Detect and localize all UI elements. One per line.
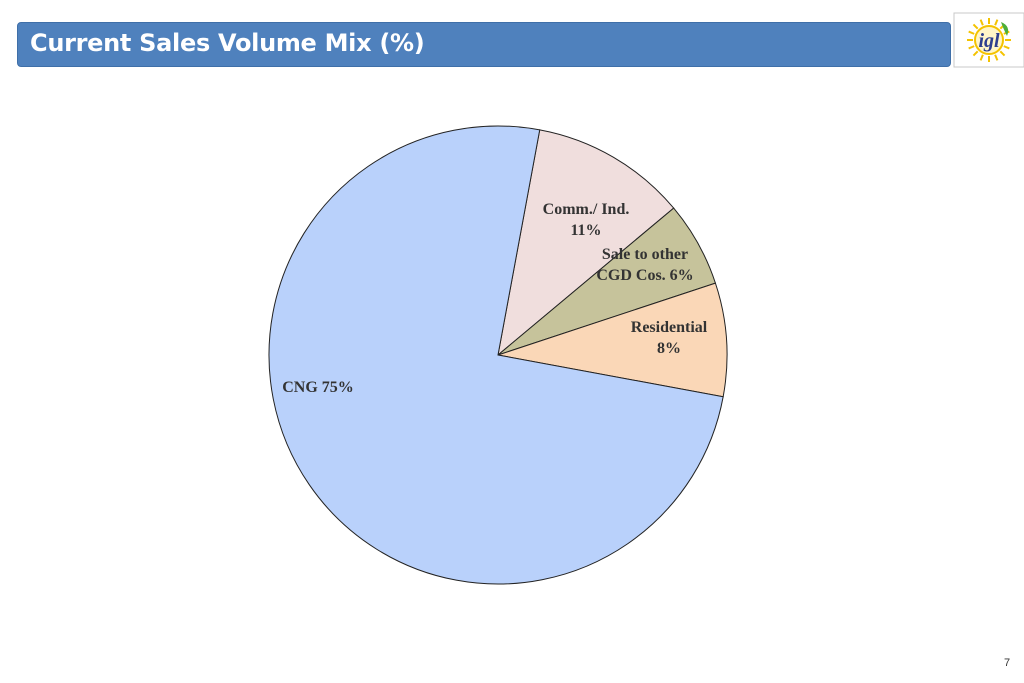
pie-label-residential: Residential [631, 319, 708, 336]
igl-logo-icon: igl [953, 12, 1024, 68]
page-number: 7 [1004, 657, 1011, 669]
igl-logo: igl [953, 12, 1024, 68]
pie-slice-residential [497, 282, 728, 398]
pie-labels: CNG 75% Comm./ Ind. 11%Sale to other CGD Co… [282, 201, 708, 396]
pie-label-residential: 8% [657, 340, 681, 357]
pie-slice-cng [268, 125, 724, 585]
pie-label-comm-ind: Comm./ Ind. [543, 201, 630, 218]
title-bar: Current Sales Volume Mix (%) [17, 22, 951, 67]
page-title: Current Sales Volume Mix (%) [30, 29, 425, 57]
pie-label-cng: CNG 75% [282, 379, 354, 396]
pie-slices [268, 125, 728, 585]
pie-slice-comm-ind [497, 129, 675, 357]
pie-label-sale-to-other-cgd-cos: Sale to other [602, 246, 688, 263]
pie-label-sale-to-other-cgd-cos: CGD Cos. 6% [596, 267, 693, 284]
logo-text: igl [978, 30, 1000, 52]
pie-label-comm-ind: 11% [570, 222, 601, 239]
